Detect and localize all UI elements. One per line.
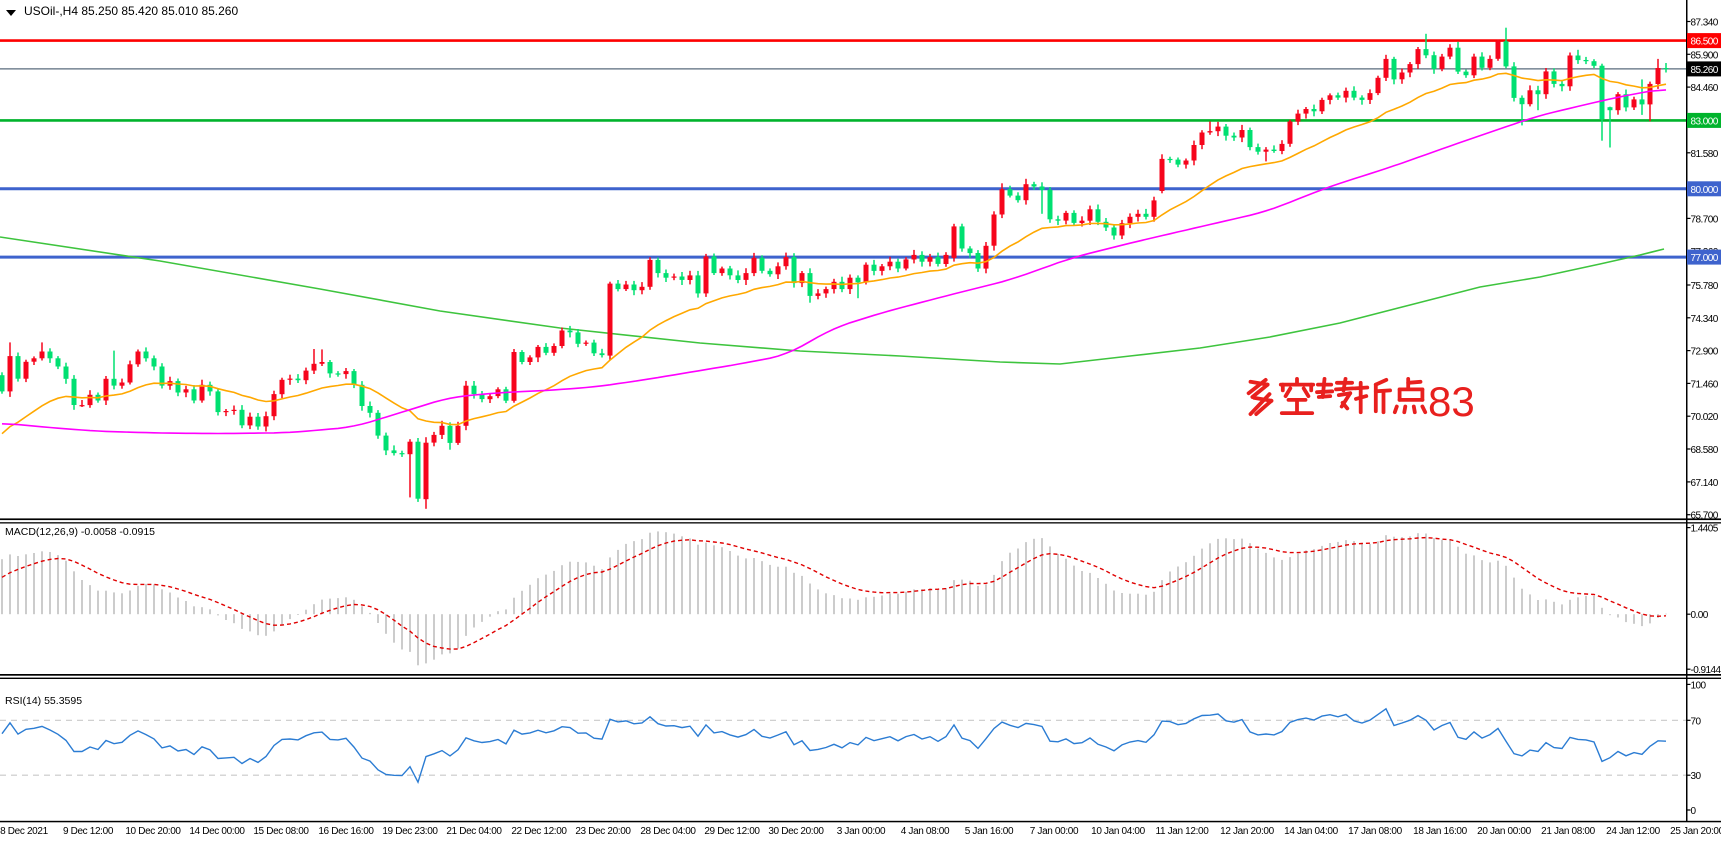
svg-text:5 Jan 16:00: 5 Jan 16:00 (965, 826, 1014, 837)
svg-text:29 Dec 12:00: 29 Dec 12:00 (704, 826, 760, 837)
svg-text:77.000: 77.000 (1691, 253, 1719, 264)
svg-text:0.00: 0.00 (1691, 610, 1709, 621)
svg-text:85.260: 85.260 (1691, 65, 1719, 76)
svg-text:21 Dec 04:00: 21 Dec 04:00 (446, 826, 502, 837)
svg-text:-0.9144: -0.9144 (1691, 665, 1721, 676)
svg-text:10 Dec 20:00: 10 Dec 20:00 (125, 826, 181, 837)
svg-text:RSI(14) 55.3595: RSI(14) 55.3595 (5, 695, 82, 707)
svg-text:70.020: 70.020 (1691, 412, 1719, 423)
svg-text:11 Jan 12:00: 11 Jan 12:00 (1156, 826, 1210, 837)
svg-text:25 Jan 20:00: 25 Jan 20:00 (1670, 826, 1721, 837)
svg-text:14 Dec 00:00: 14 Dec 00:00 (189, 826, 245, 837)
svg-text:30 Dec 20:00: 30 Dec 20:00 (768, 826, 824, 837)
svg-text:12 Jan 20:00: 12 Jan 20:00 (1220, 826, 1274, 837)
svg-text:17 Jan 08:00: 17 Jan 08:00 (1348, 826, 1402, 837)
svg-text:4 Jan 08:00: 4 Jan 08:00 (901, 826, 950, 837)
svg-text:14 Jan 04:00: 14 Jan 04:00 (1284, 826, 1338, 837)
svg-text:16 Dec 16:00: 16 Dec 16:00 (318, 826, 374, 837)
svg-text:21 Jan 08:00: 21 Jan 08:00 (1541, 826, 1595, 837)
svg-text:81.580: 81.580 (1691, 149, 1719, 160)
svg-text:74.340: 74.340 (1691, 314, 1719, 325)
svg-text:72.900: 72.900 (1691, 347, 1719, 358)
svg-text:22 Dec 12:00: 22 Dec 12:00 (511, 826, 567, 837)
svg-text:83: 83 (1428, 378, 1475, 425)
svg-text:24 Jan 12:00: 24 Jan 12:00 (1606, 826, 1660, 837)
svg-text:9 Dec 12:00: 9 Dec 12:00 (63, 826, 114, 837)
svg-text:68.580: 68.580 (1691, 445, 1719, 456)
svg-text:3 Jan 00:00: 3 Jan 00:00 (837, 826, 886, 837)
svg-text:1.4405: 1.4405 (1691, 524, 1719, 535)
svg-text:87.340: 87.340 (1691, 18, 1719, 29)
svg-text:7 Jan 00:00: 7 Jan 00:00 (1030, 826, 1079, 837)
svg-text:67.140: 67.140 (1691, 478, 1719, 489)
svg-text:84.460: 84.460 (1691, 83, 1719, 94)
svg-text:15 Dec 08:00: 15 Dec 08:00 (253, 826, 309, 837)
svg-text:78.700: 78.700 (1691, 214, 1719, 225)
svg-text:65.700: 65.700 (1691, 511, 1719, 522)
svg-text:18 Jan 16:00: 18 Jan 16:00 (1413, 826, 1467, 837)
svg-text:23 Dec 20:00: 23 Dec 20:00 (575, 826, 631, 837)
svg-text:71.460: 71.460 (1691, 379, 1719, 390)
svg-text:28 Dec 04:00: 28 Dec 04:00 (640, 826, 696, 837)
svg-text:USOil-,H4 85.250 85.420 85.01: USOil-,H4 85.250 85.420 85.010 85.260 (24, 4, 238, 18)
svg-text:8 Dec 2021: 8 Dec 2021 (0, 826, 48, 837)
svg-text:80.000: 80.000 (1691, 185, 1719, 196)
svg-text:10 Jan 04:00: 10 Jan 04:00 (1091, 826, 1145, 837)
svg-text:70: 70 (1691, 716, 1702, 727)
svg-text:19 Dec 23:00: 19 Dec 23:00 (382, 826, 438, 837)
svg-text:85.900: 85.900 (1691, 50, 1719, 61)
svg-text:20 Jan 00:00: 20 Jan 00:00 (1477, 826, 1531, 837)
svg-text:MACD(12,26,9) -0.0058 -0.0915: MACD(12,26,9) -0.0058 -0.0915 (5, 526, 155, 538)
svg-text:83.000: 83.000 (1691, 116, 1719, 127)
svg-text:30: 30 (1691, 771, 1702, 782)
svg-text:86.500: 86.500 (1691, 37, 1719, 48)
svg-text:100: 100 (1691, 680, 1707, 691)
svg-text:75.780: 75.780 (1691, 281, 1719, 292)
